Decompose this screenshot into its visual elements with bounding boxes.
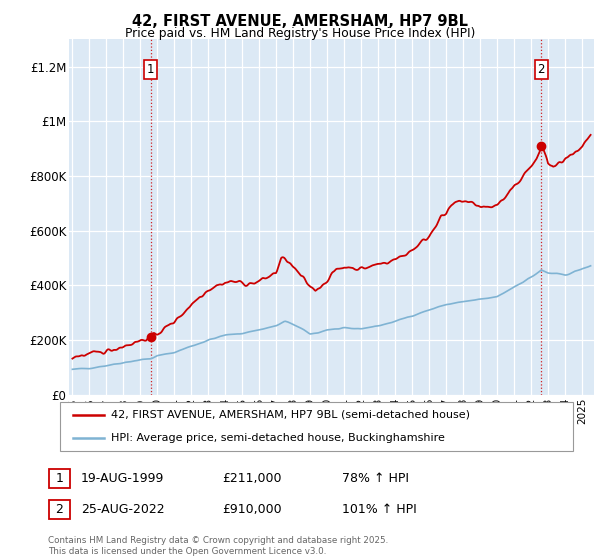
FancyBboxPatch shape [60,402,573,451]
FancyBboxPatch shape [49,500,70,519]
Text: 42, FIRST AVENUE, AMERSHAM, HP7 9BL (semi-detached house): 42, FIRST AVENUE, AMERSHAM, HP7 9BL (sem… [112,410,470,420]
Text: 42, FIRST AVENUE, AMERSHAM, HP7 9BL: 42, FIRST AVENUE, AMERSHAM, HP7 9BL [132,14,468,29]
Text: 25-AUG-2022: 25-AUG-2022 [81,503,164,516]
Text: 101% ↑ HPI: 101% ↑ HPI [342,503,417,516]
Text: 78% ↑ HPI: 78% ↑ HPI [342,472,409,486]
Text: £211,000: £211,000 [222,472,281,486]
Text: 19-AUG-1999: 19-AUG-1999 [81,472,164,486]
FancyBboxPatch shape [49,469,70,488]
Text: Price paid vs. HM Land Registry's House Price Index (HPI): Price paid vs. HM Land Registry's House … [125,27,475,40]
Text: 2: 2 [538,63,545,76]
Text: Contains HM Land Registry data © Crown copyright and database right 2025.
This d: Contains HM Land Registry data © Crown c… [48,536,388,556]
Text: 1: 1 [147,63,154,76]
Text: 1: 1 [55,472,64,486]
Text: £910,000: £910,000 [222,503,281,516]
Text: 2: 2 [55,503,64,516]
Text: HPI: Average price, semi-detached house, Buckinghamshire: HPI: Average price, semi-detached house,… [112,433,445,444]
